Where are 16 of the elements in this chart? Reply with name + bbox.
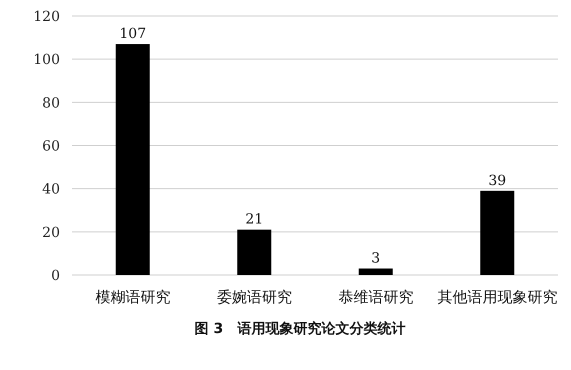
x-tick-label: 委婉语研究 xyxy=(216,288,292,306)
y-tick-label: 80 xyxy=(42,95,60,112)
y-tick-label: 20 xyxy=(42,224,60,241)
x-tick-label: 恭维语研究 xyxy=(338,288,414,306)
y-tick-label: 100 xyxy=(33,52,60,68)
data-label: 107 xyxy=(119,26,146,42)
text: 图 3 语用现象研究论文分类统计 xyxy=(194,320,406,337)
x-tick-label: 其他语用现象研究 xyxy=(437,288,558,306)
data-label: 21 xyxy=(245,212,264,228)
y-tick-label: 0 xyxy=(51,268,60,284)
data-label: 3 xyxy=(371,250,380,267)
x-tick-label: 模糊语研究 xyxy=(95,288,170,306)
y-tick-label: 40 xyxy=(42,182,60,198)
y-tick-label: 120 xyxy=(33,9,60,25)
y-tick-label: 60 xyxy=(42,138,60,154)
data-label: 39 xyxy=(488,172,506,189)
